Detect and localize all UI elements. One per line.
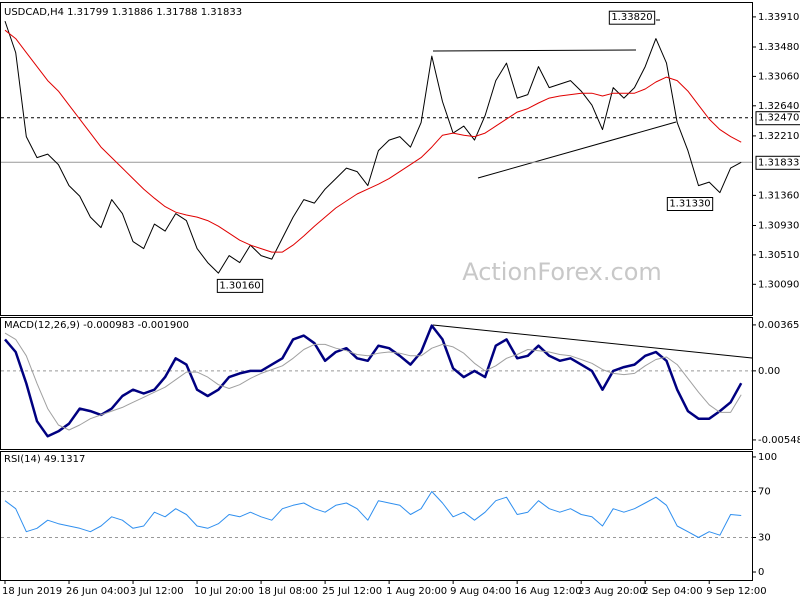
- x-tick-label: 3 Jul 12:00: [130, 586, 184, 597]
- panel-title: USDCAD,H4 1.31799 1.31886 1.31788 1.3183…: [4, 7, 242, 18]
- y-tick-label: -0.005489: [758, 435, 800, 446]
- price-label: 1.33820: [611, 12, 652, 23]
- price-label-box: [755, 111, 800, 126]
- price-label-box: [216, 278, 264, 293]
- x-tick-label: 2 Sep 04:00: [642, 586, 702, 597]
- x-tick-label: 23 Aug 20:00: [578, 586, 645, 597]
- series-line: [4, 29, 742, 253]
- y-tick-label: 0.003651: [758, 320, 800, 331]
- series-line: [4, 491, 742, 538]
- price-label-box: [666, 197, 714, 211]
- x-tick-label: 1 Aug 20:00: [386, 586, 447, 597]
- series-line: [4, 332, 742, 431]
- price-label: 1.32470: [758, 113, 799, 124]
- watermark: ActionForex.com: [462, 258, 662, 286]
- price-panel: [0, 2, 753, 316]
- y-tick-label: 1.32640: [758, 101, 799, 112]
- price-label-box: [755, 155, 800, 170]
- price-label: 1.30160: [219, 280, 260, 291]
- x-tick-label: 25 Jul 12:00: [322, 586, 382, 597]
- y-tick-label: 0: [758, 567, 764, 578]
- price-label: 1.31833: [758, 157, 799, 168]
- price-label: 1.31330: [669, 199, 710, 210]
- macd-panel: [0, 317, 753, 450]
- y-tick-label: 1.33060: [758, 71, 799, 82]
- support-line: [477, 121, 677, 179]
- y-tick-label: 100: [758, 452, 777, 463]
- x-tick-label: 16 Aug 12:00: [514, 586, 581, 597]
- resistance-line: [432, 49, 637, 52]
- x-tick-label: 9 Aug 04:00: [450, 586, 511, 597]
- y-tick-label: 1.30510: [758, 250, 799, 261]
- y-tick-label: 1.30090: [758, 279, 799, 290]
- trendlines: [432, 19, 753, 359]
- panel-title: RSI(14) 49.1317: [4, 454, 85, 465]
- y-tick-label: 70: [758, 486, 771, 497]
- y-tick-label: 1.30930: [758, 221, 799, 232]
- x-tick-label: 9 Sep 12:00: [706, 586, 766, 597]
- y-tick-label: 30: [758, 532, 771, 543]
- panel-title: MACD(12,26,9) -0.000983 -0.001900: [4, 320, 189, 331]
- x-tick-label: 18 Jun 2019: [2, 586, 62, 597]
- x-tick-label: 26 Jun 04:00: [66, 586, 130, 597]
- y-tick-label: 1.31360: [758, 190, 799, 201]
- rsi-panel: [0, 451, 753, 581]
- series-line: [4, 324, 743, 438]
- price-label-box: [608, 10, 656, 25]
- y-tick-label: 0.00: [758, 366, 780, 377]
- y-tick-label: 1.32210: [758, 131, 799, 142]
- x-tick-label: 18 Jul 08:00: [258, 586, 318, 597]
- x-tick-label: 10 Jul 20:00: [194, 586, 254, 597]
- macd-trendline: [432, 324, 753, 359]
- y-tick-label: 1.33910: [758, 12, 799, 23]
- y-tick-label: 1.33480: [758, 42, 799, 53]
